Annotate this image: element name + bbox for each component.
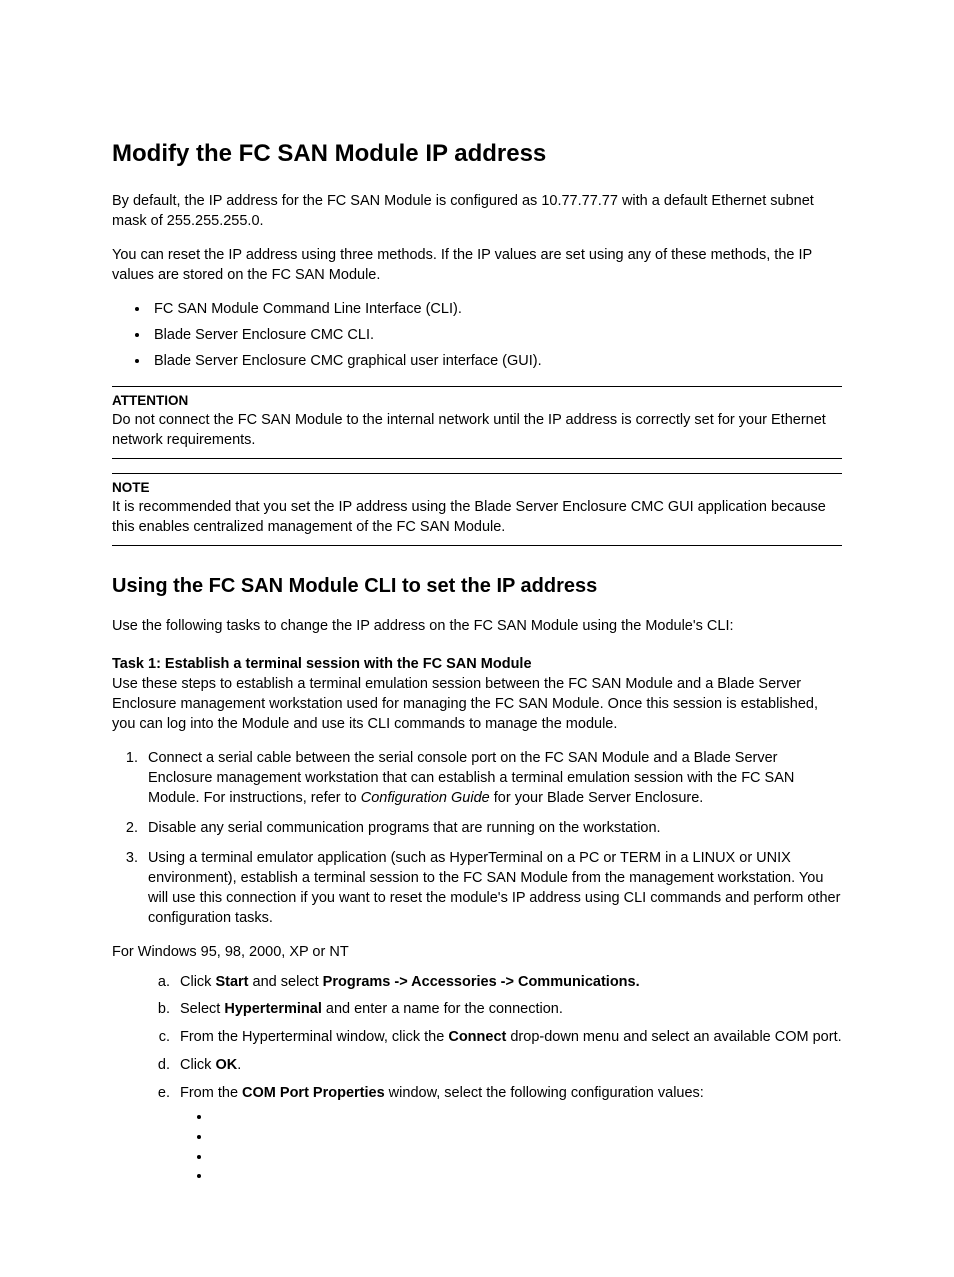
step-text: for your Blade Server Enclosure. xyxy=(490,790,704,806)
bold: Programs -> Accessories -> Communication… xyxy=(323,974,640,990)
substep-item: From the COM Port Properties window, sel… xyxy=(174,1083,842,1187)
list-item: Blade Server Enclosure CMC graphical use… xyxy=(150,351,842,371)
substep-item: Click Start and select Programs -> Acces… xyxy=(174,972,842,994)
page-title: Modify the FC SAN Module IP address xyxy=(112,140,842,169)
note-label: NOTE xyxy=(112,480,842,495)
intro-paragraph-2: You can reset the IP address using three… xyxy=(112,245,842,285)
text: Click xyxy=(180,1057,215,1073)
attention-label: ATTENTION xyxy=(112,393,842,408)
substep-item: Click OK. xyxy=(174,1055,842,1077)
step-item: Disable any serial communication program… xyxy=(142,818,842,838)
emphasis: Configuration Guide xyxy=(361,790,490,806)
step-item: Connect a serial cable between the seria… xyxy=(142,748,842,808)
text: From the Hyperterminal window, click the xyxy=(180,1029,448,1045)
bold: COM Port Properties xyxy=(242,1085,385,1101)
substeps-list: Click Start and select Programs -> Acces… xyxy=(112,972,842,1187)
text: Select xyxy=(180,1001,224,1017)
text: and select xyxy=(249,974,323,990)
text: Click xyxy=(180,974,215,990)
text: drop-down menu and select an available C… xyxy=(506,1029,841,1045)
text: From the xyxy=(180,1085,242,1101)
task-intro: Use these steps to establish a terminal … xyxy=(112,674,842,734)
methods-list: FC SAN Module Command Line Interface (CL… xyxy=(112,299,842,372)
note-body: It is recommended that you set the IP ad… xyxy=(112,497,842,537)
bold: OK xyxy=(215,1057,237,1073)
section-heading: Using the FC SAN Module CLI to set the I… xyxy=(112,574,842,598)
windows-intro: For Windows 95, 98, 2000, XP or NT xyxy=(112,942,842,962)
step-item: Using a terminal emulator application (s… xyxy=(142,848,842,928)
list-item: Blade Server Enclosure CMC CLI. xyxy=(150,325,842,345)
list-item xyxy=(212,1108,842,1128)
list-item xyxy=(212,1128,842,1148)
document-page: Modify the FC SAN Module IP address By d… xyxy=(0,0,954,1277)
text: and enter a name for the connection. xyxy=(322,1001,563,1017)
config-values-list xyxy=(180,1108,842,1186)
attention-body: Do not connect the FC SAN Module to the … xyxy=(112,410,842,450)
list-item xyxy=(212,1148,842,1168)
intro-paragraph-1: By default, the IP address for the FC SA… xyxy=(112,191,842,231)
bold: Start xyxy=(215,974,248,990)
list-item xyxy=(212,1167,842,1187)
substep-item: Select Hyperterminal and enter a name fo… xyxy=(174,999,842,1021)
attention-callout: ATTENTION Do not connect the FC SAN Modu… xyxy=(112,386,842,459)
steps-list: Connect a serial cable between the seria… xyxy=(112,748,842,928)
task-title: Task 1: Establish a terminal session wit… xyxy=(112,656,842,672)
bold: Hyperterminal xyxy=(224,1001,322,1017)
substep-item: From the Hyperterminal window, click the… xyxy=(174,1027,842,1049)
text: . xyxy=(237,1057,241,1073)
list-item: FC SAN Module Command Line Interface (CL… xyxy=(150,299,842,319)
bold: Connect xyxy=(448,1029,506,1045)
text: window, select the following configurati… xyxy=(385,1085,704,1101)
note-callout: NOTE It is recommended that you set the … xyxy=(112,473,842,546)
section-intro: Use the following tasks to change the IP… xyxy=(112,616,842,636)
